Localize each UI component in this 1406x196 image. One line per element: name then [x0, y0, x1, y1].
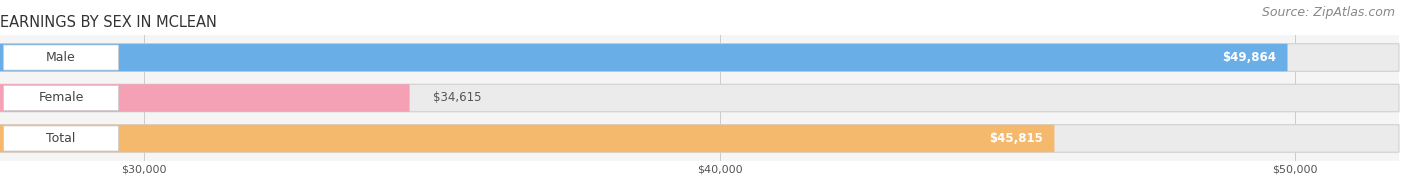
FancyBboxPatch shape [0, 44, 1399, 71]
Text: Male: Male [46, 51, 76, 64]
FancyBboxPatch shape [3, 85, 118, 111]
Text: Female: Female [38, 92, 84, 104]
FancyBboxPatch shape [3, 126, 118, 151]
FancyBboxPatch shape [0, 84, 409, 112]
Text: Total: Total [46, 132, 76, 145]
Text: Source: ZipAtlas.com: Source: ZipAtlas.com [1261, 6, 1395, 19]
FancyBboxPatch shape [0, 125, 1399, 152]
Text: EARNINGS BY SEX IN MCLEAN: EARNINGS BY SEX IN MCLEAN [0, 15, 217, 30]
Text: $34,615: $34,615 [433, 92, 481, 104]
FancyBboxPatch shape [0, 84, 1399, 112]
Text: $49,864: $49,864 [1222, 51, 1277, 64]
FancyBboxPatch shape [0, 125, 1054, 152]
Text: $45,815: $45,815 [988, 132, 1043, 145]
FancyBboxPatch shape [0, 44, 1288, 71]
FancyBboxPatch shape [3, 45, 118, 70]
